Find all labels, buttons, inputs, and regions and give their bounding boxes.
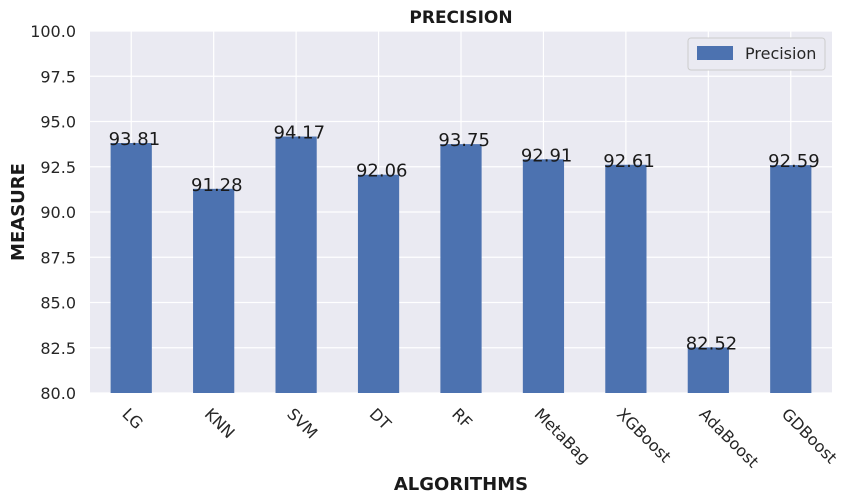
y-tick-label: 92.5 [40,158,76,177]
legend-swatch [697,46,733,60]
x-tick-label: XGBoost [613,404,675,466]
y-tick-label: 85.0 [40,294,76,313]
bar-knn [193,188,235,393]
x-tick-label: DT [366,404,395,433]
data-label: 93.81 [109,129,161,150]
chart-title: PRECISION [409,8,512,28]
bar-lg [110,143,152,393]
data-label: 93.75 [438,130,490,151]
y-tick-label: 97.5 [40,67,76,86]
data-label: 92.59 [768,151,820,172]
bar-metabag [522,159,565,393]
data-label: 92.91 [521,145,573,166]
x-tick-label: MetaBag [531,404,594,467]
data-label: 94.17 [274,123,326,144]
y-tick-label: 82.5 [40,339,76,358]
y-tick-label: 90.0 [40,203,76,222]
bars [110,136,812,393]
legend-label: Precision [745,44,816,63]
y-axis-title: MEASURE [8,163,29,261]
bar-gdboost [770,165,812,393]
x-tick-label: AdaBoost [696,404,763,471]
y-tick-label: 100.0 [30,22,76,41]
legend: Precision [687,37,826,71]
x-tick-label: RF [448,404,476,432]
x-tick-label: KNN [201,404,239,442]
bar-dt [357,174,400,393]
bar-svm [275,136,317,393]
data-label: 92.61 [603,151,655,172]
y-axis-ticks: 80.0 82.5 85.0 87.5 90.0 92.5 95.0 97.5 100.0 [30,22,76,403]
y-tick-label: 80.0 [40,384,76,403]
x-axis-ticks: LG KNN SVM DT RF MetaBag XGBoost AdaBoost GDBoos… [118,404,840,471]
y-tick-label: 87.5 [40,248,76,267]
bar-xgboost [605,164,647,393]
data-label: 92.06 [356,161,408,182]
y-tick-label: 95.0 [40,113,76,132]
data-labels: 93.81 91.28 94.17 92.06 93.75 92.91 92.61 82.52… [109,123,820,355]
x-axis-title: ALGORITHMS [394,474,528,495]
bar-adaboost [687,347,729,393]
x-tick-label: GDBoost [778,404,841,467]
data-label: 91.28 [191,175,243,196]
bar-rf [440,144,482,393]
x-tick-label: SVM [283,404,321,442]
x-tick-label: LG [118,404,147,433]
data-label: 82.52 [686,333,738,354]
